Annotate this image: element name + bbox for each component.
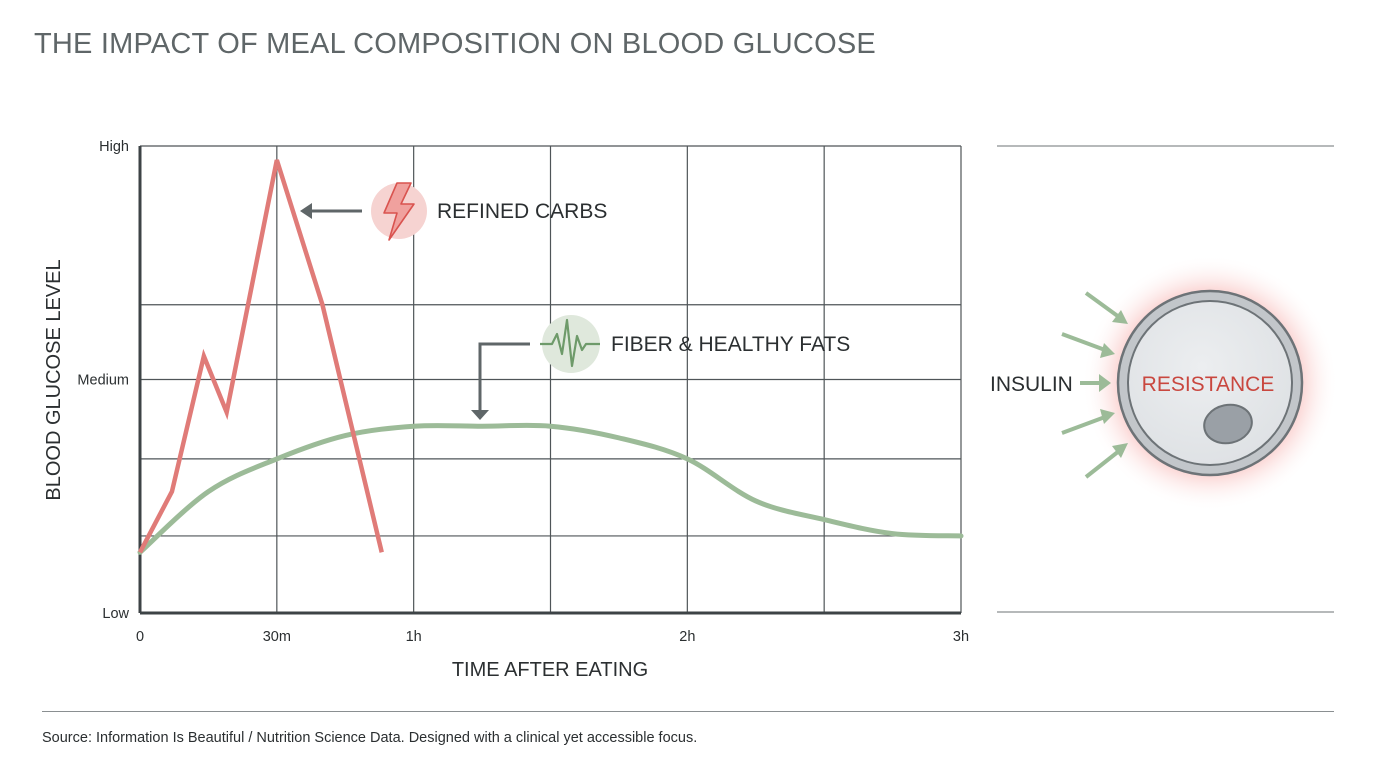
y-axis-label: BLOOD GLUCOSE LEVEL — [43, 259, 65, 500]
refined-carbs-annotation: REFINED CARBS — [300, 182, 607, 241]
x-tick-label-3: 2h — [679, 629, 695, 645]
series-line-refined-carbs — [138, 159, 384, 554]
lightning-icon — [383, 182, 415, 241]
insulin-arrows — [1061, 291, 1128, 479]
source-note: Source: Information Is Beautiful / Nutri… — [42, 730, 698, 746]
resistance-label: RESISTANCE — [1142, 373, 1275, 396]
insulin-resistance-panel: RESISTANCE INSULIN — [990, 145, 1338, 613]
chart-series — [137, 159, 964, 555]
footer-divider — [42, 711, 1334, 712]
cell-nucleus — [1203, 403, 1253, 445]
fiber-annotation: FIBER & HEALTHY FATS — [471, 315, 850, 420]
x-tick-label-2: 1h — [406, 629, 422, 645]
x-tick-label-1: 30m — [263, 629, 291, 645]
heartbeat-icon — [540, 318, 600, 368]
refined-carbs-label: REFINED CARBS — [437, 200, 607, 223]
x-tick-label-0: 0 — [136, 629, 144, 645]
insulin-label: INSULIN — [990, 373, 1073, 396]
x-tick-label-4: 3h — [953, 629, 969, 645]
tick-labels: 0 30m 1h 2h 3h Low Medium High — [77, 139, 969, 645]
chart-axes — [138, 146, 961, 615]
page-title: THE IMPACT OF MEAL COMPOSITION ON BLOOD … — [34, 28, 876, 60]
x-axis-label: TIME AFTER EATING — [452, 659, 648, 681]
y-tick-label-1: Medium — [77, 373, 129, 389]
y-tick-label-2: High — [99, 139, 129, 155]
series-line-fiber — [137, 422, 964, 555]
fiber-label: FIBER & HEALTHY FATS — [611, 333, 850, 356]
y-tick-label-0: Low — [102, 606, 129, 622]
